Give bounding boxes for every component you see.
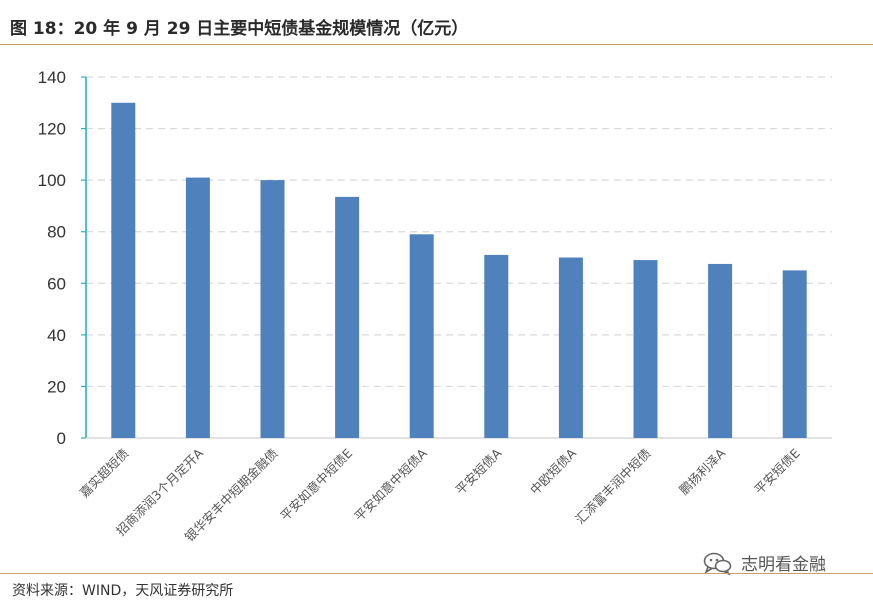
y-tick-label: 20	[47, 377, 66, 396]
y-tick-label: 40	[47, 326, 66, 345]
x-tick-label: 鹏扬利泽A	[676, 445, 728, 497]
x-tick-label: 汇添富丰润中短债	[572, 446, 653, 527]
bar	[260, 180, 285, 438]
x-tick-label: 平安短债A	[452, 445, 504, 497]
bar	[633, 260, 658, 438]
bottom-divider	[0, 573, 873, 574]
x-tick-label: 平安短债E	[751, 445, 803, 497]
x-tick-label: 中欧短债A	[527, 445, 579, 497]
y-tick-label: 60	[47, 274, 66, 293]
y-tick-label: 100	[38, 171, 66, 190]
bar	[708, 263, 733, 438]
source-note: 资料来源：WIND，天风证券研究所	[12, 583, 234, 599]
y-tick-label: 80	[47, 223, 66, 242]
bar	[185, 177, 210, 439]
y-tick-label: 140	[38, 68, 66, 87]
wechat-bubbles-icon	[703, 552, 732, 575]
x-tick-label: 平安如意中短债E	[277, 445, 355, 523]
y-tick-label: 120	[38, 120, 66, 139]
bar-chart: 020406080100120140嘉实超短债招商添润3个月定开A银华安丰中短期…	[38, 68, 832, 545]
x-tick-label: 嘉实超短债	[77, 446, 132, 501]
y-tick-label: 0	[57, 429, 66, 448]
bar	[558, 257, 583, 438]
bar	[409, 234, 434, 438]
bar	[335, 196, 360, 438]
bar	[484, 254, 509, 438]
x-tick-label: 平安如意中短债A	[351, 445, 430, 524]
top-divider	[0, 44, 873, 45]
page-title: 图 18：20 年 9 月 29 日主要中短债基金规模情况（亿元）	[10, 19, 469, 39]
bar	[111, 102, 136, 439]
watermark: 志明看金融	[703, 550, 826, 575]
watermark-text: 志明看金融	[741, 555, 826, 575]
bar	[782, 270, 807, 438]
